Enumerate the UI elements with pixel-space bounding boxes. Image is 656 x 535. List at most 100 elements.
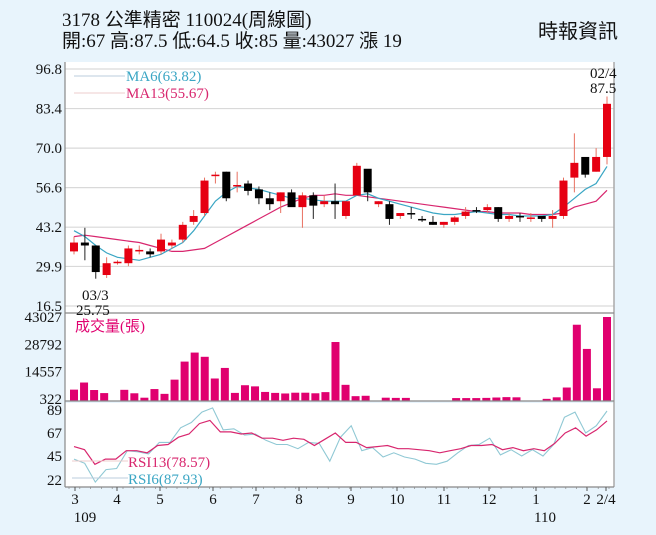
volume-bar	[542, 398, 551, 401]
volume-bar	[190, 352, 199, 401]
candle-body	[439, 221, 448, 225]
volume-bar	[592, 388, 601, 401]
volume-bar	[552, 397, 561, 401]
volume-bar	[90, 390, 99, 401]
candle-body	[592, 156, 601, 172]
candle-body	[320, 201, 329, 205]
candle-body	[483, 207, 492, 211]
volume-bar	[381, 397, 390, 401]
volume-bar	[311, 393, 320, 401]
candle-body	[309, 195, 318, 206]
candle-body	[200, 180, 209, 214]
volume-bar	[452, 398, 461, 401]
ohlc-summary: 開:67 高:87.5 低:64.5 收:85 量:43027 漲 19	[62, 31, 402, 52]
source-label: 時報資訊	[538, 21, 618, 43]
volume-bar	[130, 393, 139, 401]
rsi-tick-label: 89	[47, 403, 62, 419]
low-date-annotation: 03/3	[82, 288, 109, 304]
candle-body	[211, 174, 220, 177]
volume-bar	[230, 392, 239, 401]
volume-bar	[361, 395, 370, 401]
candle-body	[537, 215, 546, 219]
candle-body	[352, 165, 361, 196]
volume-bar	[220, 367, 229, 401]
candle-body	[559, 180, 568, 216]
candle-body	[244, 183, 253, 191]
volume-bar	[572, 324, 581, 401]
volume-tick-label: 322	[40, 392, 63, 408]
candle-body	[385, 204, 394, 219]
volume-bar	[512, 397, 521, 401]
candle-body	[396, 213, 405, 216]
candle-body	[124, 248, 133, 264]
high-value-annotation: 87.5	[590, 81, 616, 97]
candle-body	[581, 156, 590, 175]
rsi-tick-label: 45	[47, 449, 62, 465]
volume-bar	[321, 392, 330, 401]
volume-bar	[261, 391, 270, 401]
volume-bar	[391, 397, 400, 401]
candle-body	[374, 201, 383, 205]
candle-body	[222, 171, 231, 199]
volume-tick-label: 43027	[25, 310, 63, 326]
x-tick-label: 3	[71, 492, 79, 508]
volume-bar	[502, 397, 511, 401]
volume-bar	[291, 392, 300, 401]
volume-bar	[331, 342, 340, 401]
rsi-tick-label: 67	[47, 426, 63, 442]
volume-bar	[210, 378, 219, 401]
price-tick-label: 56.6	[36, 181, 63, 197]
volume-bar	[200, 356, 209, 401]
volume-bar	[472, 398, 481, 401]
legend-rsi13: RSI13(78.57)	[128, 455, 210, 471]
candle-body	[157, 239, 166, 252]
x-tick-label: 1	[532, 492, 540, 508]
candle-body	[287, 192, 296, 208]
candle-body	[450, 217, 459, 222]
volume-bar	[70, 389, 78, 401]
volume-bar	[492, 397, 501, 401]
year-label: 109	[74, 510, 97, 526]
volume-bar	[170, 379, 179, 401]
candle-body	[407, 213, 416, 215]
x-tick-label: 2	[583, 492, 591, 508]
candle-body	[472, 210, 481, 212]
x-tick-label: 4	[113, 492, 121, 508]
candle-body	[494, 207, 503, 219]
price-tick-label: 96.8	[36, 62, 62, 78]
high-date-annotation: 02/4	[590, 66, 617, 82]
candle-body	[80, 242, 89, 246]
volume-bar	[462, 398, 471, 401]
x-tick-label: 11	[437, 492, 451, 508]
candle-body	[363, 168, 372, 193]
rsi-tick-label: 22	[47, 473, 62, 489]
candle-body	[298, 195, 307, 208]
candle-body	[428, 221, 437, 225]
legend-rsi6: RSI6(87.93)	[128, 472, 203, 488]
volume-tick-label: 28792	[25, 337, 63, 353]
candle-body	[461, 211, 470, 216]
rsi13-line	[73, 419, 608, 466]
ma6-line	[73, 166, 608, 261]
volume-bar	[271, 392, 280, 401]
candle-body	[570, 162, 579, 178]
price-tick-label: 29.9	[36, 259, 62, 275]
candle-body	[515, 215, 524, 218]
candle-body	[276, 192, 285, 202]
price-tick-label: 16.5	[36, 299, 62, 315]
volume-bar	[240, 385, 249, 401]
volume-bar	[80, 382, 89, 401]
candle-body	[341, 201, 350, 216]
candle-body	[135, 249, 144, 252]
year-label: 110	[534, 510, 556, 526]
volume-bar	[120, 389, 129, 401]
candle-body	[91, 245, 100, 273]
x-tick-label: 6	[209, 492, 217, 508]
x-tick-label: 2/4	[596, 492, 616, 508]
candle-body	[265, 198, 274, 205]
candle-body	[113, 261, 122, 264]
x-tick-label: 7	[252, 492, 260, 508]
candle-body	[102, 263, 111, 276]
legend-volume: 成交量(張)	[75, 317, 145, 335]
